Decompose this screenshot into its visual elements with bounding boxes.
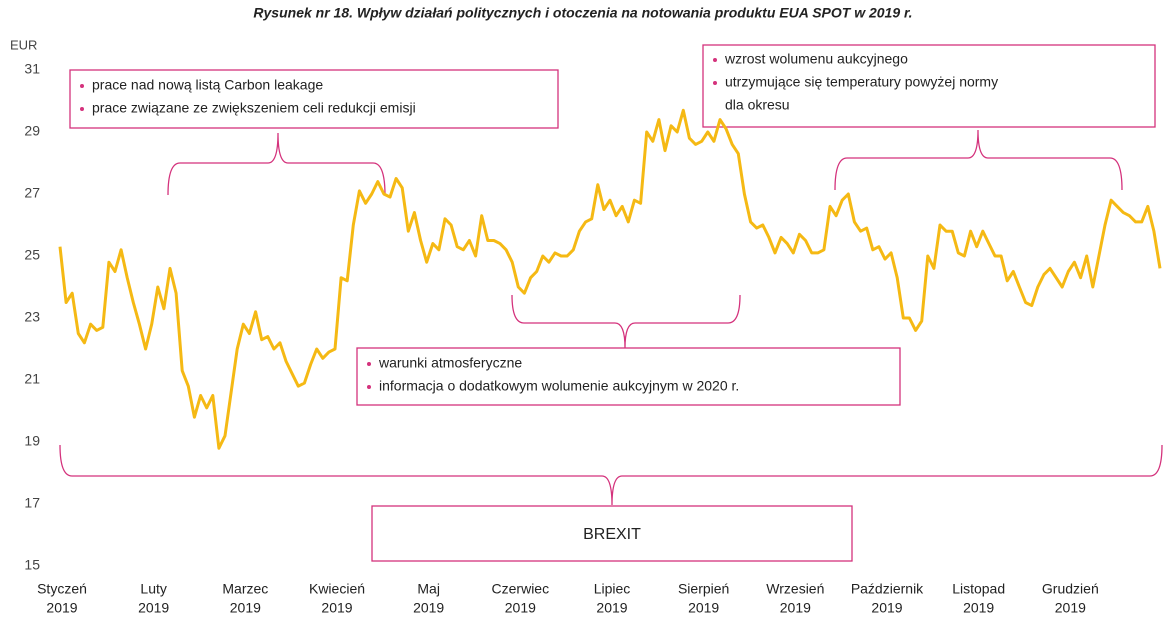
- bullet: [80, 84, 84, 88]
- x-tick-label: 2019: [780, 600, 811, 616]
- x-tick-label: Styczeń: [37, 581, 87, 597]
- y-tick-label: 25: [24, 247, 40, 263]
- y-axis-label: EUR: [10, 37, 37, 52]
- x-tick-label: 2019: [138, 600, 169, 616]
- y-tick-label: 17: [24, 495, 40, 511]
- bracket: [167, 132, 386, 196]
- y-tick-label: 23: [24, 309, 40, 325]
- y-tick-label: 19: [24, 433, 40, 449]
- bullet: [367, 362, 371, 366]
- annotation-shapes: [59, 44, 1163, 562]
- y-tick-label: 27: [24, 185, 40, 201]
- x-tick-label: Wrzesień: [766, 581, 824, 597]
- x-tick-label: 2019: [1055, 600, 1086, 616]
- annotation-text: dla okresu: [725, 97, 790, 113]
- y-tick-label: 21: [24, 371, 40, 387]
- x-tick-label: Październik: [851, 581, 924, 597]
- x-tick-label: 2019: [688, 600, 719, 616]
- y-tick-label: 31: [24, 61, 40, 77]
- x-tick-label: 2019: [596, 600, 627, 616]
- x-tick-label: 2019: [413, 600, 444, 616]
- annotation-text: utrzymujące się temperatury powyżej norm…: [725, 74, 998, 90]
- x-tick-label: Luty: [140, 581, 166, 597]
- bracket: [834, 129, 1123, 191]
- x-tick-label: Marzec: [222, 581, 268, 597]
- x-tick-label: Sierpień: [678, 581, 729, 597]
- x-tick-label: Czerwiec: [492, 581, 550, 597]
- x-tick-label: 2019: [963, 600, 994, 616]
- annotation-text: prace nad nową listą Carbon leakage: [92, 77, 323, 93]
- chart-title: Rysunek nr 18. Wpływ działań politycznyc…: [253, 5, 912, 21]
- x-tick-label: 2019: [230, 600, 261, 616]
- y-tick-label: 15: [24, 557, 40, 573]
- x-tick-label: Lipiec: [594, 581, 631, 597]
- bullet: [713, 81, 717, 85]
- x-tick-label: Grudzień: [1042, 581, 1099, 597]
- x-tick-label: Listopad: [952, 581, 1005, 597]
- bullet: [80, 107, 84, 111]
- annotation-text: warunki atmosferyczne: [378, 355, 522, 371]
- annotation-text: prace związane ze zwiększeniem celi redu…: [92, 100, 416, 116]
- x-tick-label: 2019: [505, 600, 536, 616]
- annotation-box: [702, 44, 1156, 128]
- y-tick-label: 29: [24, 123, 40, 139]
- x-tick-label: 2019: [321, 600, 352, 616]
- annotation-box: [69, 69, 559, 129]
- annotation-text: BREXIT: [583, 526, 641, 543]
- annotation-text: informacja o dodatkowym wolumenie aukcyj…: [379, 378, 739, 394]
- bullet: [713, 58, 717, 62]
- line: [58, 108, 1162, 450]
- x-tick-label: 2019: [46, 600, 77, 616]
- x-tick-label: Maj: [417, 581, 440, 597]
- x-tick-label: 2019: [871, 600, 902, 616]
- x-tick-label: Kwiecień: [309, 581, 365, 597]
- annotation-box: [356, 347, 901, 406]
- bracket: [59, 444, 1163, 506]
- bullet: [367, 385, 371, 389]
- annotation-text: wzrost wolumenu aukcyjnego: [724, 51, 908, 67]
- annotation-box: [371, 505, 853, 562]
- bracket: [511, 294, 741, 349]
